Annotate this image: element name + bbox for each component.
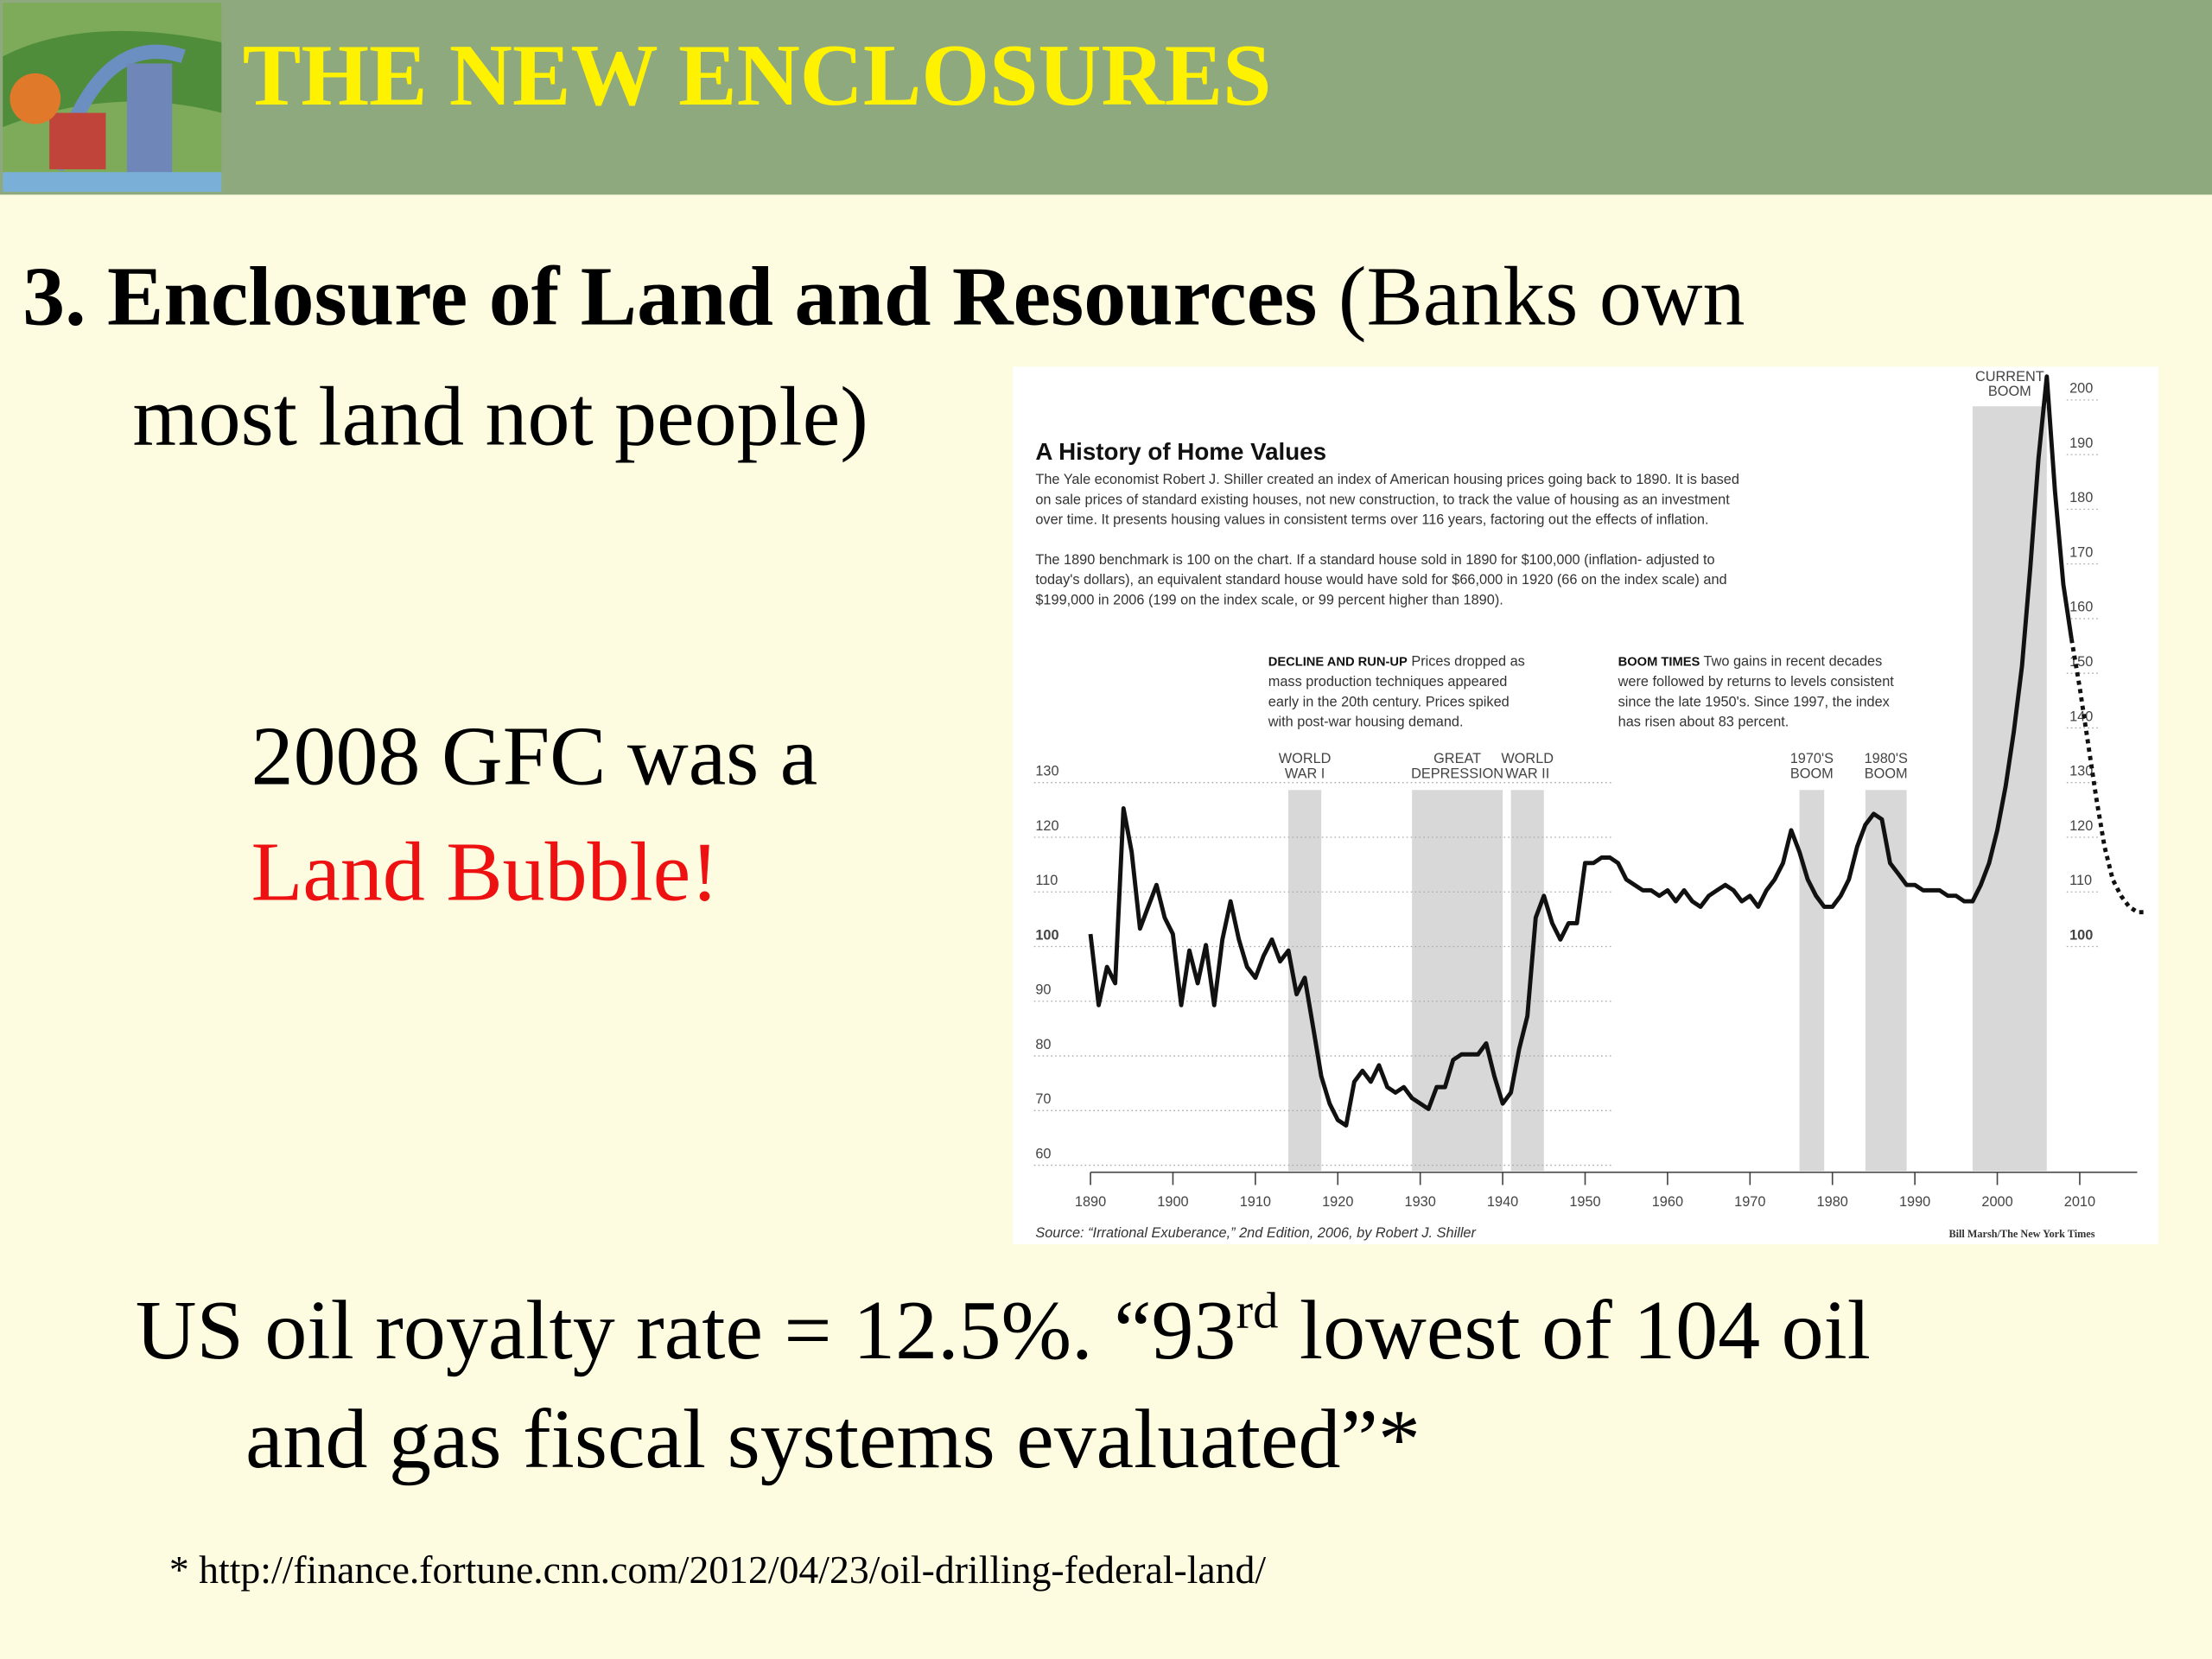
heading-rest: (Banks own	[1317, 251, 1745, 344]
heading-line1: 3. Enclosure of Land and Resources (Bank…	[22, 251, 1745, 344]
band-label: WORLD	[1279, 751, 1332, 766]
y2-tick-label: 130	[2069, 764, 2093, 779]
chart-paragraph-line: on sale prices of standard existing hous…	[1035, 492, 1730, 507]
y2-tick-label: 110	[2069, 873, 2092, 888]
x-tick-label: 1980	[1817, 1194, 1848, 1210]
series-line	[2069, 639, 2146, 915]
y2-tick-label: 160	[2069, 600, 2093, 615]
band-label: BOOM	[1988, 384, 2031, 399]
x-tick-label: 1920	[1322, 1194, 1353, 1210]
y-tick-label: 70	[1035, 1091, 1051, 1107]
shaded-band	[1412, 790, 1503, 1172]
y2-tick-label: 190	[2069, 435, 2093, 451]
oil-text: US oil royalty rate = 12.5%. “93	[136, 1284, 1236, 1377]
heading-line2: most land not people)	[132, 370, 868, 463]
chart-paragraph-line: today's dollars), an equivalent standard…	[1035, 572, 1726, 588]
y-tick-label: 80	[1035, 1037, 1051, 1052]
annotation-text: Prices dropped as	[1408, 654, 1525, 670]
annotation-head: BOOM TIMES	[1618, 656, 1700, 670]
x-tick-label: 1910	[1240, 1194, 1271, 1210]
band-label: DEPRESSION	[1411, 766, 1503, 781]
x-tick-label: 1940	[1487, 1194, 1518, 1210]
band-label: BOOM	[1790, 766, 1834, 781]
oil-sup: rd	[1236, 1282, 1279, 1338]
band-label: WORLD	[1501, 751, 1554, 766]
oil-line2: and gas fiscal systems evaluated”*	[245, 1393, 1421, 1486]
annotation-line: were followed by returns to levels consi…	[1618, 674, 1895, 690]
shaded-band	[1865, 790, 1907, 1172]
band-label: WAR I	[1285, 766, 1325, 781]
shaded-band	[1510, 790, 1544, 1172]
y2-tick-label: 170	[2069, 544, 2093, 560]
annotation-line: mass production techniques appeared	[1268, 674, 1508, 690]
chart-credit: Bill Marsh/The New York Times	[1948, 1228, 2094, 1240]
y-tick-label: 110	[1035, 873, 1058, 888]
series-line	[1088, 374, 2074, 1128]
header-title: THE NEW ENCLOSURES	[243, 27, 1272, 124]
callout-line1: 2008 GFC was a	[251, 710, 818, 804]
y2-tick-label: 120	[2069, 818, 2093, 834]
shaded-band	[1799, 790, 1825, 1172]
chart-source: Source: “Irrational Exuberance,” 2nd Edi…	[1035, 1225, 1476, 1241]
x-tick-label: 1930	[1405, 1194, 1436, 1210]
x-tick-label: 2010	[2064, 1194, 2095, 1210]
x-tick-label: 1990	[1899, 1194, 1930, 1210]
annotation-line: DECLINE AND RUN-UP Prices dropped as	[1268, 654, 1525, 670]
header-band	[0, 0, 2212, 195]
annotation-line: since the late 1950's. Since 1997, the i…	[1618, 694, 1890, 709]
x-tick-label: 1950	[1569, 1194, 1600, 1210]
chart-paragraph-line: The 1890 benchmark is 100 on the chart. …	[1035, 552, 1714, 568]
annotation-line: has risen about 83 percent.	[1618, 715, 1789, 730]
x-tick-label: 1890	[1075, 1194, 1106, 1210]
band-label: 1980'S	[1865, 751, 1908, 766]
band-label: BOOM	[1865, 766, 1908, 781]
chart: A History of Home Values The Yale economi…	[1033, 369, 2146, 1241]
x-tick-label: 1960	[1652, 1194, 1683, 1210]
y-tick-label: 100	[1035, 927, 1058, 943]
band-label: 1970'S	[1790, 751, 1834, 766]
y2-tick-label: 180	[2069, 490, 2093, 505]
y2-tick-label: 200	[2069, 381, 2093, 397]
x-tick-label: 2000	[1981, 1194, 2012, 1210]
y-tick-label: 60	[1035, 1146, 1051, 1161]
annotation-head: DECLINE AND RUN-UP	[1268, 656, 1408, 670]
annotation-line: BOOM TIMES Two gains in recent decades	[1618, 654, 1883, 670]
chart-paragraph-line: The Yale economist Robert J. Shiller cre…	[1035, 472, 1739, 487]
y2-tick-label: 140	[2069, 709, 2093, 724]
y-tick-label: 120	[1035, 818, 1058, 834]
logo	[3, 3, 222, 193]
annotation-line: early in the 20th century. Prices spiked	[1268, 694, 1510, 709]
x-tick-label: 1970	[1734, 1194, 1765, 1210]
callout-line2: Land Bubble!	[251, 826, 719, 919]
annotation-line: with post-war housing demand.	[1268, 715, 1464, 730]
chart-paragraph-line: over time. It presents housing values in…	[1035, 512, 1708, 528]
y2-tick-label: 100	[2069, 927, 2093, 943]
y-tick-label: 130	[1035, 764, 1058, 779]
chart-panel	[1013, 366, 2158, 1244]
annotation-text: Two gains in recent decades	[1700, 654, 1882, 670]
band-label: GREAT	[1433, 751, 1481, 766]
x-tick-label: 1900	[1157, 1194, 1188, 1210]
band-label: WAR II	[1505, 766, 1549, 781]
heading-bold: 3. Enclosure of Land and Resources	[22, 251, 1317, 344]
chart-title: A History of Home Values	[1035, 438, 1326, 465]
y-tick-label: 90	[1035, 982, 1051, 998]
chart-paragraph-line: $199,000 in 2006 (199 on the index scale…	[1035, 593, 1503, 608]
band-label: CURRENT	[1975, 369, 2044, 385]
oil-line1: US oil royalty rate = 12.5%. “93rd lowes…	[136, 1282, 1871, 1377]
oil-text: lowest of 104 oil	[1278, 1284, 1871, 1377]
footnote: * http://finance.fortune.cnn.com/2012/04…	[169, 1548, 1266, 1592]
